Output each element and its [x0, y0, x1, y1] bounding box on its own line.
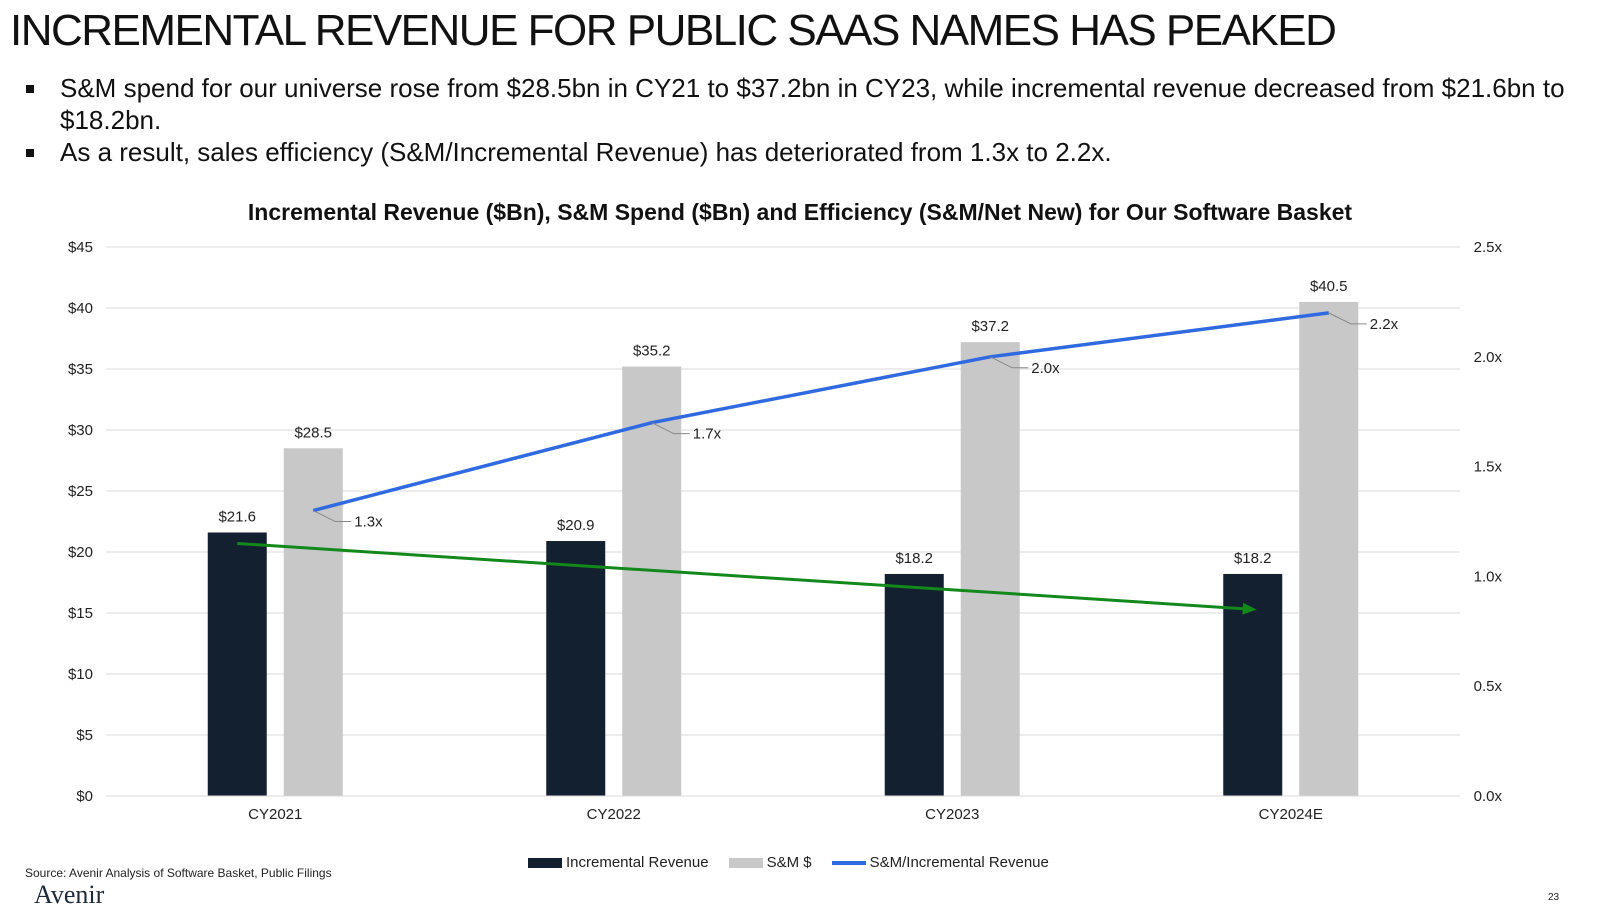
y-right-tick-label: 0.5x — [1474, 678, 1503, 695]
data-label-leader — [651, 422, 690, 435]
bar-incremental-revenue — [884, 573, 944, 796]
x-category-label: CY2021 — [248, 806, 302, 823]
y-left-tick-label: $10 — [68, 666, 93, 683]
left-axis: $0 $5 $10 $15 $20 $25 $30 $35 $40 $45 — [68, 239, 93, 805]
bullet-item: As a result, sales efficiency (S&M/Incre… — [24, 136, 1584, 168]
bar-incremental-revenue — [207, 532, 267, 796]
data-label-incremental-revenue: $18.2 — [895, 550, 933, 567]
legend-label: S&M/Incremental Revenue — [869, 854, 1049, 871]
bars: $21.6 $28.5 $20.9 $35.2 $18.2 $37.2 $18.2 $40.5 — [207, 278, 1359, 796]
data-label-sm-spend: $40.5 — [1310, 278, 1348, 295]
data-label-leader — [1328, 312, 1367, 325]
y-left-tick-label: $30 — [68, 422, 93, 439]
bullet-list: S&M spend for our universe rose from $28… — [24, 72, 1584, 168]
y-left-tick-label: $35 — [68, 361, 93, 378]
category-axis: CY2021 CY2022 CY2023 CY2024E — [106, 795, 1460, 823]
legend: Incremental Revenue S&M $ S&M/Incrementa… — [528, 854, 1069, 871]
data-label-efficiency: 1.3x — [354, 514, 383, 531]
x-category-label: CY2022 — [587, 806, 641, 823]
bar-sm-spend — [283, 448, 343, 796]
data-label-sm-spend: $35.2 — [633, 343, 671, 360]
data-label-leader — [990, 356, 1029, 369]
y-right-tick-label: 1.0x — [1474, 568, 1503, 585]
y-left-tick-label: $45 — [68, 239, 93, 256]
right-axis: 0.0x 0.5x 1.0x 1.5x 2.0x 2.5x — [1474, 239, 1503, 805]
legend-swatch-sm-spend — [728, 857, 763, 868]
bullet-marker — [26, 85, 34, 93]
y-left-tick-label: $25 — [68, 483, 93, 500]
data-label-efficiency: 1.7x — [693, 426, 722, 443]
y-right-tick-label: 1.5x — [1474, 459, 1503, 476]
x-category-label: CY2023 — [925, 806, 979, 823]
data-label-sm-spend: $28.5 — [294, 424, 332, 441]
bullet-item: S&M spend for our universe rose from $28… — [24, 72, 1584, 136]
trendline — [237, 541, 1257, 615]
avenir-logo: Avenir — [34, 880, 105, 909]
slide-title: INCREMENTAL REVENUE FOR PUBLIC SAAS NAME… — [10, 6, 1337, 55]
legend-item-incremental-revenue: Incremental Revenue — [528, 854, 709, 871]
trendline-arrowhead — [1242, 602, 1257, 615]
chart: Incremental Revenue ($Bn), S&M Spend ($B… — [68, 199, 1503, 823]
bar-sm-spend — [1299, 301, 1359, 796]
legend-label: Incremental Revenue — [566, 854, 709, 871]
bullet-text: S&M spend for our universe rose from $28… — [60, 73, 1565, 135]
legend-swatch-incremental-revenue — [528, 857, 562, 868]
y-left-tick-label: $5 — [76, 727, 93, 744]
data-label-incremental-revenue: $21.6 — [218, 508, 256, 525]
data-label-incremental-revenue: $18.2 — [1234, 550, 1272, 567]
data-label-leader — [313, 510, 352, 523]
trendline-stroke — [237, 541, 1245, 611]
data-label-sm-spend: $37.2 — [971, 318, 1009, 335]
bar-sm-spend — [960, 342, 1020, 796]
legend-item-sm-spend: S&M $ — [728, 854, 812, 871]
source-note: Source: Avenir Analysis of Software Bask… — [25, 866, 332, 880]
efficiency-line-path — [312, 311, 1329, 513]
bullet-text: As a result, sales efficiency (S&M/Incre… — [60, 137, 1112, 167]
y-left-tick-label: $40 — [68, 300, 93, 317]
y-left-tick-label: $15 — [68, 605, 93, 622]
chart-title: Incremental Revenue ($Bn), S&M Spend ($B… — [248, 199, 1353, 225]
bar-sm-spend — [622, 366, 682, 796]
legend-label: S&M $ — [766, 854, 812, 871]
x-category-label: CY2024E — [1259, 806, 1323, 823]
y-right-tick-label: 0.0x — [1474, 788, 1503, 805]
bullet-marker — [26, 149, 34, 157]
y-left-tick-label: $0 — [76, 788, 93, 805]
data-label-incremental-revenue: $20.9 — [557, 517, 595, 534]
y-right-tick-label: 2.5x — [1474, 239, 1503, 256]
bar-incremental-revenue — [546, 541, 606, 796]
data-label-efficiency: 2.0x — [1031, 360, 1060, 377]
data-label-efficiency: 2.2x — [1370, 316, 1399, 333]
page-number: 23 — [1548, 892, 1560, 903]
y-right-tick-label: 2.0x — [1474, 349, 1503, 366]
y-left-tick-label: $20 — [68, 544, 93, 561]
efficiency-line: 1.3x 1.7x 2.0x 2.2x — [312, 311, 1399, 531]
legend-item-efficiency: S&M/Incremental Revenue — [831, 854, 1049, 871]
legend-swatch-efficiency — [831, 860, 866, 865]
